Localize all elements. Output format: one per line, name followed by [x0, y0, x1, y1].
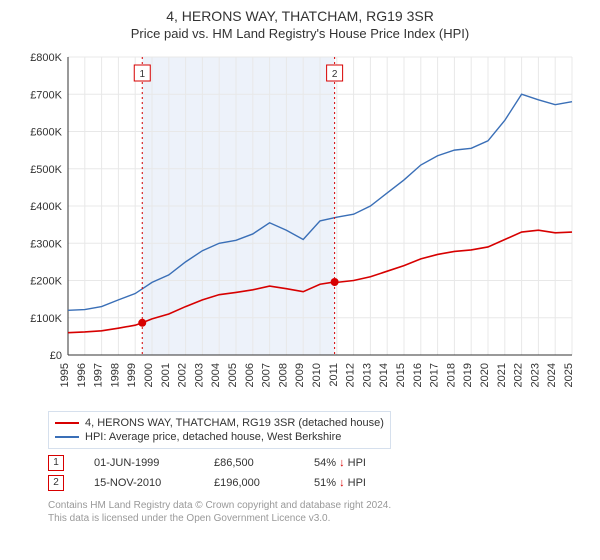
svg-text:2015: 2015 — [395, 363, 407, 387]
svg-text:£0: £0 — [50, 350, 62, 362]
chart-plot-area: £0 £100K £200K £300K £400K £500K £600K £700K £80… — [20, 45, 580, 405]
svg-text:1997: 1997 — [93, 363, 105, 387]
svg-text:£400K: £400K — [30, 201, 62, 213]
svg-text:2000: 2000 — [143, 363, 155, 387]
svg-text:£700K: £700K — [30, 89, 62, 101]
svg-text:2008: 2008 — [277, 363, 289, 387]
marker-number-box: 1 — [48, 455, 64, 471]
svg-text:2020: 2020 — [479, 363, 491, 387]
svg-text:2003: 2003 — [193, 363, 205, 387]
chart-title: 4, HERONS WAY, THATCHAM, RG19 3SR — [0, 0, 600, 24]
chart-container: 4, HERONS WAY, THATCHAM, RG19 3SR Price … — [0, 0, 600, 525]
svg-text:£300K: £300K — [30, 238, 62, 250]
svg-text:£100K: £100K — [30, 313, 62, 325]
svg-text:£500K: £500K — [30, 164, 62, 176]
svg-text:2011: 2011 — [328, 363, 340, 387]
svg-text:2016: 2016 — [412, 363, 424, 387]
chart-subtitle: Price paid vs. HM Land Registry's House … — [0, 24, 600, 45]
legend: 4, HERONS WAY, THATCHAM, RG19 3SR (detac… — [48, 411, 391, 449]
svg-text:2010: 2010 — [311, 363, 323, 387]
svg-text:2: 2 — [332, 69, 338, 80]
svg-text:2023: 2023 — [529, 363, 541, 387]
legend-item: 4, HERONS WAY, THATCHAM, RG19 3SR (detac… — [55, 416, 384, 430]
legend-label: 4, HERONS WAY, THATCHAM, RG19 3SR (detac… — [85, 417, 384, 429]
marker-table: 1 01-JUN-1999 £86,500 54% ↓ HPI 2 15-NOV-2010… — [48, 453, 580, 493]
svg-text:2006: 2006 — [244, 363, 256, 387]
svg-text:1: 1 — [139, 69, 145, 80]
legend-item: HPI: Average price, detached house, West… — [55, 430, 384, 444]
svg-text:£600K: £600K — [30, 127, 62, 139]
legend-swatch — [55, 436, 79, 438]
svg-text:2005: 2005 — [227, 363, 239, 387]
svg-text:2014: 2014 — [378, 363, 390, 387]
svg-text:2017: 2017 — [429, 363, 441, 387]
svg-text:1995: 1995 — [59, 363, 71, 387]
svg-text:2009: 2009 — [294, 363, 306, 387]
svg-text:1996: 1996 — [76, 363, 88, 387]
svg-text:2021: 2021 — [496, 363, 508, 387]
svg-text:2007: 2007 — [261, 363, 273, 387]
footer-attribution: Contains HM Land Registry data © Crown c… — [48, 499, 580, 525]
marker-date: 01-JUN-1999 — [94, 457, 184, 469]
svg-text:£200K: £200K — [30, 276, 62, 288]
legend-swatch — [55, 422, 79, 424]
legend-label: HPI: Average price, detached house, West… — [85, 431, 341, 443]
svg-text:1998: 1998 — [109, 363, 121, 387]
marker-price: £196,000 — [214, 477, 284, 489]
svg-text:2012: 2012 — [345, 363, 357, 387]
svg-text:2004: 2004 — [210, 363, 222, 387]
marker-date: 15-NOV-2010 — [94, 477, 184, 489]
marker-price: £86,500 — [214, 457, 284, 469]
marker-row: 1 01-JUN-1999 £86,500 54% ↓ HPI — [48, 453, 580, 473]
marker-pct: 54% ↓ HPI — [314, 457, 366, 469]
svg-text:2024: 2024 — [546, 363, 558, 387]
marker-pct: 51% ↓ HPI — [314, 477, 366, 489]
svg-text:1999: 1999 — [126, 363, 138, 387]
svg-text:2019: 2019 — [462, 363, 474, 387]
svg-text:2013: 2013 — [361, 363, 373, 387]
footer-line-1: Contains HM Land Registry data © Crown c… — [48, 499, 580, 512]
svg-text:£800K: £800K — [30, 52, 62, 64]
chart-svg: £0 £100K £200K £300K £400K £500K £600K £700K £80… — [20, 45, 580, 405]
svg-text:2018: 2018 — [445, 363, 457, 387]
marker-number-box: 2 — [48, 475, 64, 491]
svg-text:2001: 2001 — [160, 363, 172, 387]
svg-text:2002: 2002 — [177, 363, 189, 387]
svg-text:2022: 2022 — [513, 363, 525, 387]
footer-line-2: This data is licensed under the Open Gov… — [48, 512, 580, 525]
marker-row: 2 15-NOV-2010 £196,000 51% ↓ HPI — [48, 473, 580, 493]
svg-text:2025: 2025 — [563, 363, 575, 387]
